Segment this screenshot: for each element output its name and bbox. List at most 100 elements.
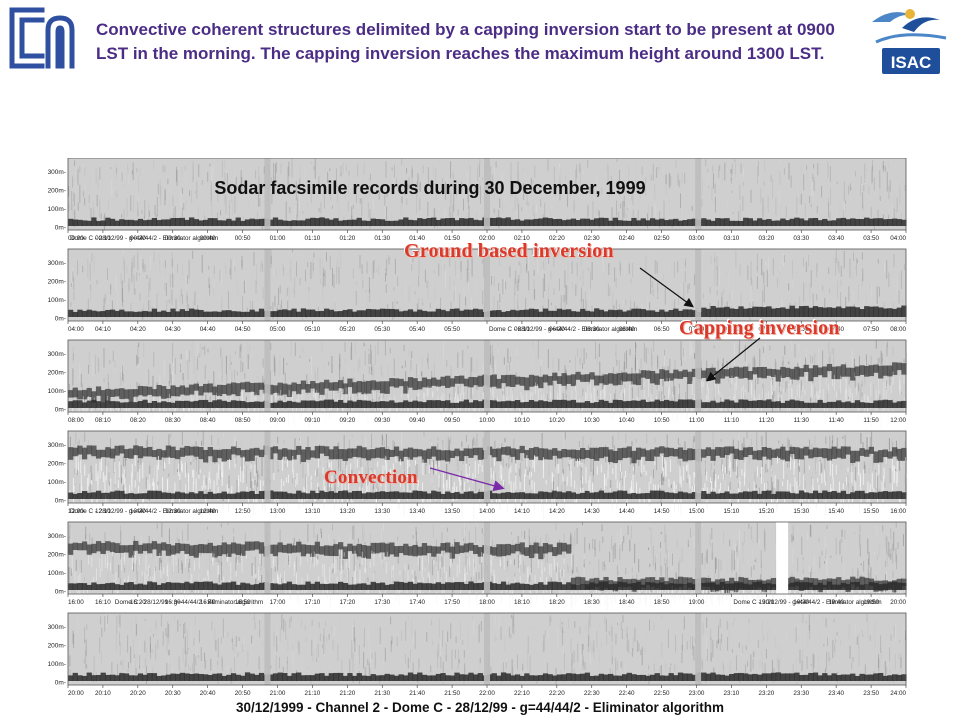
time-tick-label: 02:50: [654, 235, 670, 242]
time-tick-label: 09:40: [409, 417, 425, 424]
time-tick-label: 13:20: [339, 508, 355, 515]
time-tick-label: 04:00: [890, 235, 906, 242]
time-tick-label: 21:10: [305, 690, 321, 697]
time-tick-label: 04:40: [200, 326, 216, 333]
y-axis-label: 300m-: [48, 533, 66, 540]
annotation-capping-inversion: Capping inversion: [679, 317, 840, 339]
chart-title: Sodar facsimile records during 30 Decemb…: [214, 178, 646, 198]
y-axis-label: 200m-: [48, 643, 66, 650]
time-tick-label: 18:00: [479, 599, 495, 606]
time-tick-label: 17:40: [409, 599, 425, 606]
time-tick-label: 21:40: [409, 690, 425, 697]
time-tick-label: 11:40: [829, 417, 845, 424]
time-tick-label: 12:40: [200, 508, 216, 515]
time-tick-label: 05:20: [339, 326, 355, 333]
time-tick-label: 08:40: [200, 417, 216, 424]
time-tick-label: 05:50: [444, 326, 460, 333]
time-tick-label: 22:30: [584, 690, 600, 697]
time-tick-label: 06:20: [549, 326, 565, 333]
time-tick-label: 10:20: [549, 417, 565, 424]
time-tick-label: 14:20: [549, 508, 565, 515]
time-tick-label: 08:10: [95, 417, 111, 424]
time-tick-label: 07:00: [689, 326, 705, 333]
time-tick-label: 08:00: [890, 326, 906, 333]
y-axis-label: 0m-: [55, 498, 66, 505]
strip-header-text: Dome C - 30/12/99 - g=44/44/2 - Eliminat…: [733, 599, 881, 606]
time-tick-label: 14:30: [584, 508, 600, 515]
time-tick-label: 10:50: [654, 417, 670, 424]
time-tick-label: 17:50: [444, 599, 460, 606]
time-tick-label: 08:20: [130, 417, 146, 424]
time-tick-label: 10:30: [584, 417, 600, 424]
time-tick-label: 04:00: [68, 326, 84, 333]
time-tick-label: 08:00: [68, 417, 84, 424]
time-tick-label: 12:30: [165, 508, 181, 515]
time-tick-label: 05:30: [374, 326, 390, 333]
time-tick-label: 23:10: [724, 690, 740, 697]
strip-header-text: Dome C - 28/12/99 - g=44/44/2 - Eliminat…: [70, 508, 218, 515]
time-tick-label: 20:20: [130, 690, 146, 697]
y-axis-label: 200m-: [48, 279, 66, 286]
time-tick-label: 01:40: [409, 235, 425, 242]
y-axis-label: 100m-: [48, 570, 66, 577]
time-tick-label: 02:20: [549, 235, 565, 242]
time-tick-label: 17:10: [305, 599, 321, 606]
time-tick-label: 09:30: [374, 417, 390, 424]
y-axis-label: 100m-: [48, 661, 66, 668]
time-tick-label: 23:40: [828, 690, 844, 697]
time-tick-label: 18:20: [549, 599, 565, 606]
time-tick-label: 14:40: [619, 508, 635, 515]
time-tick-label: 04:30: [165, 326, 181, 333]
time-tick-label: 02:00: [479, 235, 495, 242]
time-tick-label: 22:10: [514, 690, 530, 697]
time-tick-label: 11:20: [759, 417, 775, 424]
time-tick-label: 16:40: [200, 599, 216, 606]
time-tick-label: 01:50: [444, 235, 460, 242]
y-axis-label: 100m-: [48, 388, 66, 395]
time-tick-label: 14:10: [514, 508, 530, 515]
time-tick-label: 18:30: [584, 599, 600, 606]
time-tick-label: 22:50: [654, 690, 670, 697]
time-tick-label: 00:20: [130, 235, 146, 242]
time-tick-label: 15:10: [724, 508, 740, 515]
time-tick-label: 16:20: [130, 599, 146, 606]
time-tick-label: 16:50: [235, 599, 251, 606]
time-tick-label: 00:50: [235, 235, 251, 242]
time-tick-label: 07:50: [863, 326, 879, 333]
time-tick-label: 11:10: [724, 417, 740, 424]
time-tick-label: 18:50: [654, 599, 670, 606]
time-tick-label: 10:40: [619, 417, 635, 424]
time-tick-label: 11:00: [689, 417, 705, 424]
time-tick-label: 22:20: [549, 690, 565, 697]
time-tick-label: 03:20: [758, 235, 774, 242]
y-axis-label: 200m-: [48, 370, 66, 377]
time-tick-label: 01:30: [374, 235, 390, 242]
time-tick-label: 12:00: [890, 417, 906, 424]
time-tick-label: 03:50: [863, 235, 879, 242]
time-tick-label: 13:30: [374, 508, 390, 515]
y-axis-label: 300m-: [48, 260, 66, 267]
footer-caption: 30/12/1999 - Channel 2 - Dome C - 28/12/…: [235, 700, 725, 715]
time-tick-label: 12:50: [235, 508, 251, 515]
time-tick-label: 16:30: [165, 599, 181, 606]
time-tick-label: 17:30: [374, 599, 390, 606]
time-tick-label: 04:20: [130, 326, 146, 333]
time-tick-label: 13:00: [270, 508, 286, 515]
sodar-strip-6: 300m- 200m- 100m- 0m-20:00 20:10 20:20 20:30 20…: [48, 612, 907, 697]
time-tick-label: 19:50: [863, 599, 879, 606]
time-tick-label: 20:00: [68, 690, 84, 697]
time-tick-label: 20:50: [235, 690, 251, 697]
sodar-strip-3: 300m- 200m- 100m- 0m-08:00 08:10 08:20 08:30 08…: [48, 339, 907, 430]
y-axis-label: 300m-: [48, 169, 66, 176]
time-tick-label: 15:00: [689, 508, 705, 515]
time-tick-label: 21:30: [374, 690, 390, 697]
time-tick-label: 20:40: [200, 690, 216, 697]
y-axis-label: 300m-: [48, 351, 66, 358]
time-tick-label: 24:00: [890, 690, 906, 697]
time-tick-label: 15:40: [828, 508, 844, 515]
time-tick-label: 19:40: [828, 599, 844, 606]
y-axis-label: 200m-: [48, 461, 66, 468]
time-tick-label: 22:00: [479, 690, 495, 697]
time-tick-label: 23:50: [863, 690, 879, 697]
time-tick-label: 04:10: [95, 326, 111, 333]
